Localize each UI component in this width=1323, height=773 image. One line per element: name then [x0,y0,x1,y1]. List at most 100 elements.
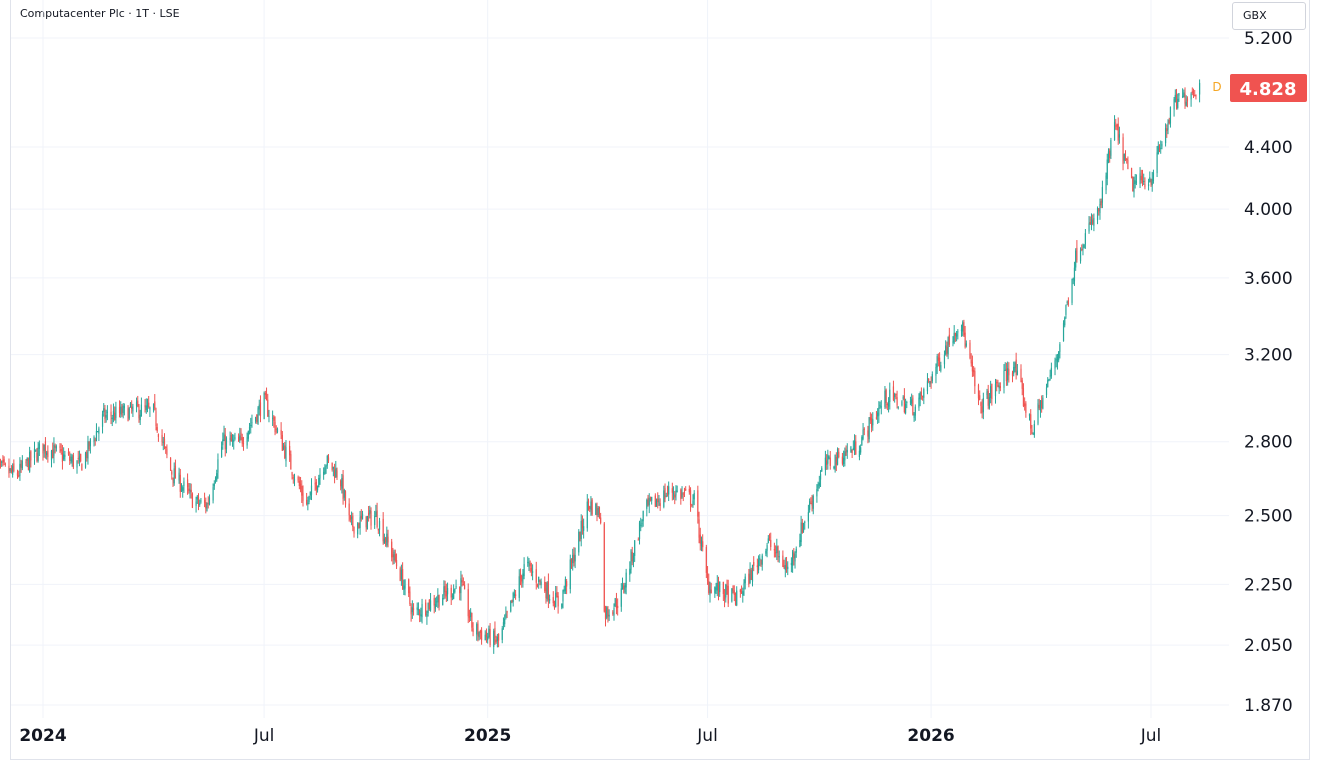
candle [960,324,963,337]
candle [1191,87,1193,96]
candle [886,402,888,411]
candle [101,410,104,434]
candle [578,529,580,556]
candle [556,586,558,598]
candle [923,387,925,405]
candle [692,494,694,508]
candle [545,581,547,604]
candle [570,558,573,569]
candle [138,403,140,423]
candle [710,582,712,594]
candle [229,431,231,446]
candle [1183,89,1185,98]
candle [77,450,79,464]
candle [555,585,557,608]
x-tick-label: 2025 [464,726,511,746]
candle [726,579,728,595]
candle [812,494,814,515]
candle [1050,362,1052,379]
candle [35,449,37,452]
candle [885,388,887,409]
y-axis: 5.200 4.400 4.000 3.600 3.200 2.800 2.500 2.250… [1244,29,1293,716]
candle [586,494,588,532]
candle [425,599,427,617]
candle [1088,216,1090,234]
candle [349,514,351,523]
candle [1198,79,1201,103]
candle [529,560,531,573]
candle [1117,117,1119,145]
candle [267,393,269,418]
candle [513,589,515,599]
candle [659,498,661,511]
candle [146,398,149,413]
candle [1084,229,1086,249]
candle [306,492,308,506]
candle [765,548,767,557]
candle [875,411,878,420]
candle [220,441,223,458]
candle [461,574,463,587]
candle [323,467,325,480]
candle [512,591,514,607]
candle [129,402,132,408]
candle [1013,361,1015,377]
candle [468,609,471,623]
candle [451,593,454,601]
candle [76,460,78,474]
candle [996,379,998,392]
candle [361,510,364,520]
x-tick-label: 2026 [907,726,954,746]
candle [69,451,71,465]
candle [308,495,310,505]
candle [319,468,321,485]
y-tick-label: 5.200 [1244,29,1293,49]
candle [596,502,598,522]
candle [404,579,406,596]
candle [103,403,105,417]
candle [607,606,609,623]
candle [1109,148,1111,163]
currency-selector[interactable]: GBX [1232,2,1306,30]
candle [625,568,627,595]
candle [1151,171,1153,192]
candle [505,606,507,620]
candle [67,448,70,456]
candle [617,598,619,616]
candle [532,564,534,581]
candle [740,585,743,594]
candle [835,452,837,472]
candle [291,471,293,480]
candle [629,561,631,582]
candle [1101,180,1104,209]
candle [714,586,716,598]
x-tick-label: Jul [1140,726,1162,746]
candle [675,485,677,501]
candle [1045,383,1048,398]
candle [705,544,707,579]
candle [335,460,337,478]
dividend-marker[interactable]: D [1212,80,1221,94]
candle [811,494,813,512]
candle [239,427,241,444]
candle [921,395,924,401]
candle [80,453,82,463]
candle [358,522,360,529]
candle [37,441,39,463]
candle [309,491,311,500]
candle [878,401,880,423]
candle [595,502,597,516]
candle [501,625,503,644]
candle [343,488,345,501]
candle [884,385,886,409]
grid-lines [11,0,1229,718]
candle [179,468,181,498]
candle [493,628,495,654]
candle [655,498,658,507]
candle [81,463,83,471]
candle [1105,172,1107,195]
candle [1130,167,1133,179]
candle [708,573,710,595]
candle [59,443,61,453]
